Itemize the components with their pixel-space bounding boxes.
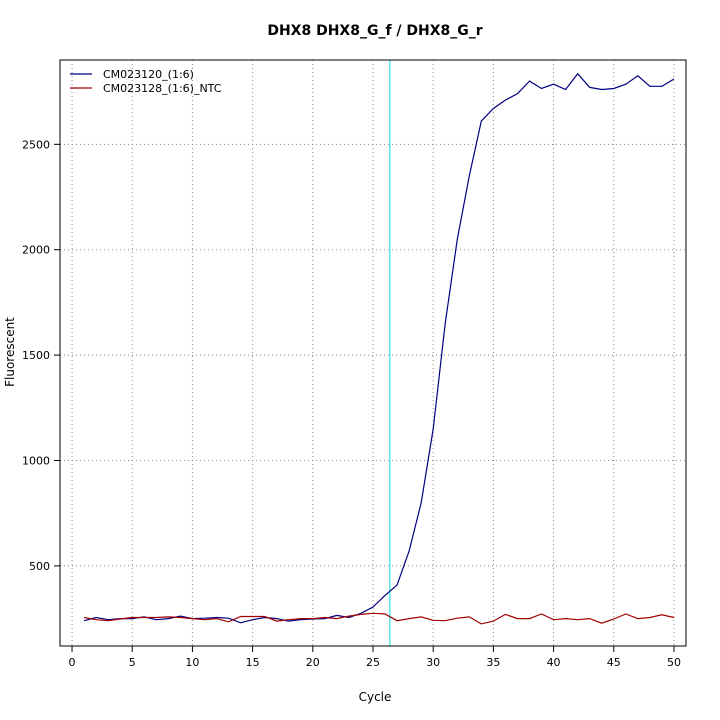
series-line-1: [83, 72, 675, 624]
x-axis-label: Cycle: [359, 690, 392, 704]
x-tick-label: 15: [246, 656, 260, 669]
y-axis: 500 1000 1500 2000 2500: [22, 138, 60, 573]
x-tick-label: 40: [547, 656, 561, 669]
grid-lines: [60, 60, 686, 646]
x-tick-label: 45: [607, 656, 621, 669]
x-tick-label: 30: [426, 656, 440, 669]
x-tick-label: 10: [185, 656, 199, 669]
x-tick-label: 20: [306, 656, 320, 669]
x-tick-label: 5: [129, 656, 136, 669]
y-tick-label: 2500: [22, 138, 50, 151]
legend-label-1: CM023120_(1:6): [103, 68, 194, 81]
x-tick-label: 50: [667, 656, 681, 669]
y-tick-label: 1000: [22, 455, 50, 468]
chart-title: DHX8 DHX8_G_f / DHX8_G_r: [267, 23, 482, 39]
y-axis-label: Fluorescent: [3, 317, 17, 387]
legend-label-2: CM023128_(1:6)_NTC: [103, 82, 222, 95]
x-tick-label: 0: [69, 656, 76, 669]
x-axis: 0 5 10 15 20 25 30 35 40 45 50: [69, 646, 681, 669]
x-tick-label: 25: [366, 656, 380, 669]
y-tick-label: 1500: [22, 349, 50, 362]
y-tick-label: 500: [29, 560, 50, 573]
legend: CM023120_(1:6)CM023128_(1:6)_NTC: [70, 68, 222, 95]
y-tick-label: 2000: [22, 244, 50, 257]
x-tick-label: 35: [486, 656, 500, 669]
series-line-2: [83, 612, 675, 625]
plot-frame: [59, 59, 687, 647]
series-lines: [83, 72, 675, 625]
